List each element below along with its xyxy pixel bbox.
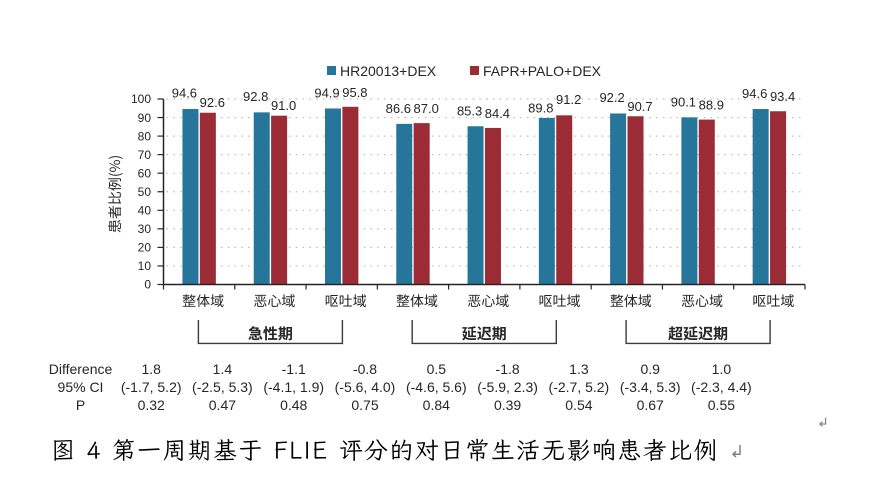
legend-swatch-series2 [470,66,479,75]
bar-label: 87.0 [414,101,439,116]
bar [199,112,216,285]
bar-label: 92.6 [200,95,225,110]
cjk-text [108,156,123,233]
bar-label: 94.9 [314,86,339,101]
group-label [668,326,728,341]
y-tick-label: 50 [138,185,152,199]
bar [182,109,199,285]
y-tick-label: 0 [144,278,151,292]
category-label [753,294,794,308]
bar-label: 85.3 [457,103,482,118]
bar-label: 94.6 [742,86,767,101]
group-bracket [197,320,344,345]
y-tick-label: 90 [138,111,152,125]
bar [538,117,555,285]
y-tick-label: 30 [138,222,152,236]
group-brackets [197,320,771,345]
bar-label: 88.9 [699,98,724,113]
legend-item-hr20013: HR20013+DEX [327,62,436,80]
bar [253,112,270,285]
bar [698,119,715,285]
bar-label: 89.8 [528,100,553,115]
paragraph-mark-icon [731,445,741,458]
bar-label: 95.8 [342,85,367,100]
bar-label: 84.4 [485,106,510,121]
bar [610,113,627,285]
y-tick-label: 10 [138,259,152,273]
category-label [681,294,723,308]
y-tick-label: 20 [138,241,152,255]
figure-caption [50,433,721,465]
bar-value-labels: 94.692.6 92.891.094.9 95.886.6 87.0 85.3 84.4… [172,85,796,121]
y-axis-title [108,156,123,233]
y-axis-ticks [157,98,164,286]
legend-item-fapr: FAPR+PALO+DEX [470,62,601,80]
category-label [610,294,652,308]
bar [627,116,644,285]
bar [413,123,430,285]
category-label [467,294,509,308]
caption-text [54,438,715,462]
category-label [254,294,295,308]
y-tick-label: 60 [138,166,152,180]
bar-label: 90.1 [671,94,696,109]
bar-label: 94.6 [172,86,197,101]
category-label [539,294,580,308]
paragraph-mark-icon [819,417,827,427]
bar [396,123,413,285]
bar [467,126,484,285]
y-tick-label: 80 [138,129,152,143]
bars-series-2 [199,106,787,285]
bar-label: 86.6 [386,101,411,116]
bar [770,111,787,285]
group-label [462,326,506,341]
category-label [182,294,224,308]
bar [681,117,698,285]
bar [271,115,288,285]
bar-label: 92.2 [599,90,624,105]
group-bracket [625,320,771,345]
bar [556,115,573,285]
group-bracket [411,320,557,345]
category-label [396,294,438,308]
bar-label: 92.8 [243,89,268,104]
bar [752,109,769,285]
cjk-text [54,438,715,462]
bar [324,108,341,285]
y-tick-label: 70 [138,148,152,162]
x-category-labels [182,294,794,308]
bar-label: 91.2 [556,92,581,107]
category-label [325,294,367,308]
legend-label-series2: FAPR+PALO+DEX [483,62,602,79]
bars-series-1 [182,108,769,285]
y-axis-tick-labels: 0 10 20 30 40 50 60 70 80 90 100 [131,92,151,292]
group-label [248,326,292,341]
bar [342,106,359,285]
legend-label-series1: HR20013+DEX [340,62,437,79]
bar-label: 91.0 [271,98,296,113]
bar-label: 90.7 [627,99,652,114]
chart-legend: HR20013+DEX FAPR+PALO+DEX [0,62,896,80]
y-tick-label: 40 [138,204,152,218]
bar-label: 93.4 [770,89,795,104]
x-axis-ticks [162,284,806,290]
y-tick-label: 100 [131,92,151,106]
bar [484,127,501,285]
legend-swatch-series1 [327,66,336,75]
group-labels [248,326,728,341]
